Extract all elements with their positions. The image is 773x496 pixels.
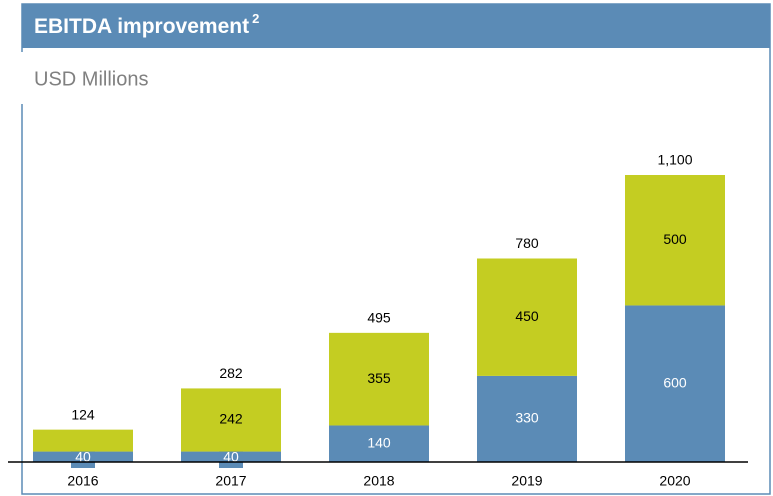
bar-segment (329, 332, 429, 426)
data-label-bg (71, 448, 95, 468)
total-label: 495 (367, 310, 391, 326)
data-label: 330 (515, 410, 539, 426)
subtitle: USD Millions (34, 68, 148, 90)
data-label: 450 (515, 308, 539, 324)
data-label-bg (219, 448, 243, 468)
data-label: 242 (219, 411, 243, 427)
data-label: 40 (223, 449, 239, 465)
data-label: 500 (663, 231, 687, 247)
bar-segment (625, 175, 725, 306)
total-label: 1,100 (657, 152, 692, 168)
x-tick-label: 2016 (67, 473, 98, 489)
chart-title: EBITDA improvement 2 (34, 11, 259, 37)
bar-segment (625, 305, 725, 462)
data-label: 600 (663, 374, 687, 390)
total-label: 282 (219, 365, 243, 381)
total-label: 780 (515, 235, 539, 251)
data-label: 355 (367, 370, 391, 386)
bar-segment (477, 375, 577, 462)
data-label: 40 (75, 449, 91, 465)
x-tick-label: 2017 (215, 473, 246, 489)
bar-segment (477, 258, 577, 376)
x-tick-label: 2020 (659, 473, 690, 489)
subtitle-bg (8, 52, 208, 104)
data-label: 140 (367, 434, 391, 450)
x-tick-label: 2019 (511, 473, 542, 489)
bar-segment (33, 429, 133, 452)
bar-segment (181, 388, 281, 452)
title-footnote: 2 (252, 11, 259, 26)
title-text: EBITDA improvement (34, 15, 249, 38)
x-tick-label: 2018 (363, 473, 394, 489)
header-bar (22, 4, 770, 48)
total-label: 124 (71, 406, 95, 422)
bar-segment (329, 425, 429, 462)
